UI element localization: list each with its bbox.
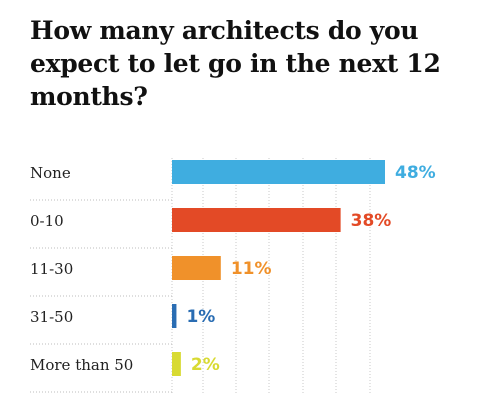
bar: [172, 352, 181, 376]
category-label: None: [30, 164, 71, 182]
value-label: 11%: [231, 259, 272, 279]
value-label: 48%: [395, 163, 436, 183]
category-label: 11-30: [30, 260, 73, 278]
bar: [172, 304, 177, 328]
chart-title: How many architects do you expect to let…: [30, 16, 441, 111]
value-label: 2%: [191, 355, 220, 375]
bar: [172, 208, 341, 232]
value-label: 1%: [186, 307, 215, 327]
category-label: 0-10: [30, 212, 64, 230]
category-label: More than 50: [30, 356, 133, 374]
category-label: 31-50: [30, 308, 73, 326]
value-label: 38%: [351, 211, 392, 231]
bar: [172, 256, 221, 280]
bar: [172, 160, 385, 184]
